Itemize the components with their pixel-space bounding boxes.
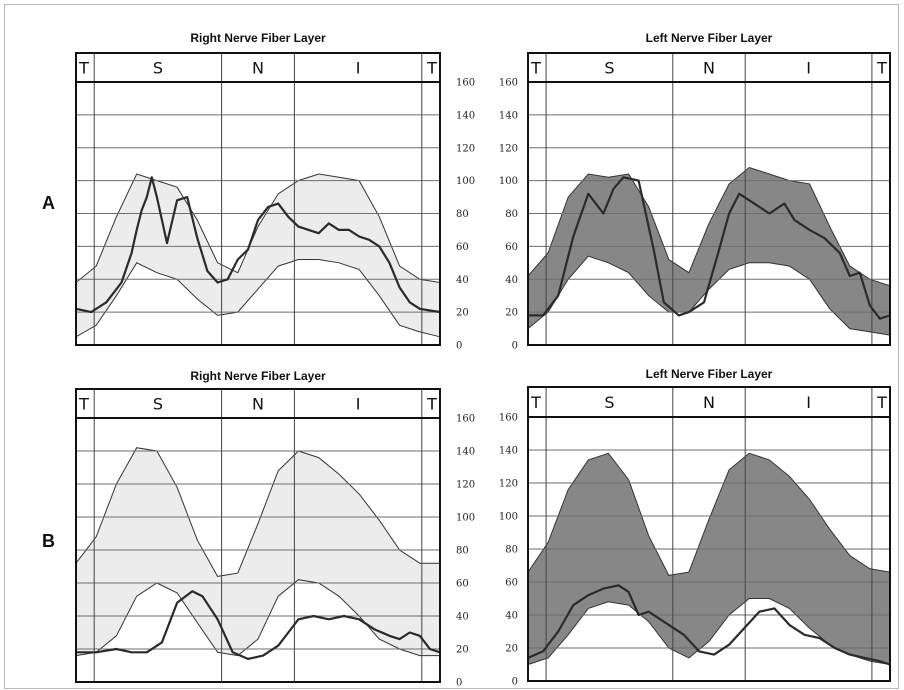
sector-label: T	[876, 393, 887, 412]
y-tick-label: 80	[456, 209, 469, 220]
y-tick-label: 140	[499, 446, 518, 457]
y-tick-label: 60	[456, 579, 469, 590]
chart-1: Right Nerve Fiber Layer T S N I T 0 20 40 60 80 100…	[75, 31, 475, 352]
y-tick-label: 100	[456, 513, 475, 524]
sector-label: S	[604, 59, 614, 78]
y-tick-label: 80	[505, 209, 518, 220]
sector-label: T	[78, 395, 89, 414]
y-tick-label: 40	[456, 612, 469, 623]
chart-title: Left Nerve Fiber Layer	[646, 367, 773, 381]
y-tick-label: 40	[505, 611, 518, 622]
y-tick-label: 80	[456, 546, 469, 557]
plot-frame	[75, 417, 441, 683]
sector-label: S	[604, 393, 614, 412]
y-tick-label: 20	[456, 645, 469, 656]
sector-label: T	[530, 393, 541, 412]
sector-label: N	[703, 393, 715, 412]
y-tick-label: 20	[505, 308, 518, 319]
sector-label: I	[806, 393, 811, 412]
sector-label: T	[530, 59, 541, 78]
y-tick-label: 120	[499, 479, 518, 490]
y-tick-label: 120	[456, 143, 475, 154]
measurement-line	[527, 584, 891, 666]
sector-label: N	[252, 395, 264, 414]
measurement-line	[75, 176, 441, 314]
sector-label: I	[806, 59, 811, 78]
sector-label: T	[426, 395, 437, 414]
y-tick-label: 60	[505, 578, 518, 589]
sector-label: I	[356, 395, 361, 414]
plot-frame	[527, 81, 891, 346]
y-tick-label: 20	[505, 644, 518, 655]
y-tick-label: 120	[456, 480, 475, 491]
y-tick-label: 0	[456, 678, 462, 689]
y-tick-label: 160	[456, 414, 475, 425]
y-tick-label: 0	[512, 677, 518, 688]
y-tick-label: 80	[505, 545, 518, 556]
y-tick-label: 100	[456, 176, 475, 187]
y-tick-label: 120	[499, 143, 518, 154]
chart-3: Right Nerve Fiber Layer T S N I T 0 20 40 60 80 100…	[75, 369, 475, 689]
chart-2: Left Nerve Fiber Layer T S N I T 0 20 40 60 80 100 1…	[499, 31, 891, 352]
y-tick-label: 60	[456, 242, 469, 253]
chart-title: Left Nerve Fiber Layer	[646, 31, 773, 45]
sector-label: S	[153, 59, 163, 78]
y-tick-label: 160	[499, 78, 518, 89]
measurement-line	[528, 176, 891, 320]
plot-frame	[527, 416, 891, 682]
sector-label: I	[356, 59, 361, 78]
sector-label: T	[876, 59, 887, 78]
y-tick-label: 160	[499, 413, 518, 424]
y-tick-label: 100	[499, 176, 518, 187]
y-tick-label: 40	[505, 275, 518, 286]
chart-title: Right Nerve Fiber Layer	[190, 369, 326, 383]
row-label-b: B	[42, 531, 55, 551]
sector-label: N	[703, 59, 715, 78]
chart-title: Right Nerve Fiber Layer	[190, 31, 326, 45]
y-tick-label: 140	[499, 110, 518, 121]
y-tick-label: 160	[456, 78, 475, 89]
y-tick-label: 0	[456, 341, 462, 352]
measurement-line	[76, 590, 441, 660]
y-tick-label: 0	[512, 341, 518, 352]
y-tick-label: 100	[499, 512, 518, 523]
sector-label: T	[426, 59, 437, 78]
sector-label: N	[252, 59, 264, 78]
sector-label: T	[78, 59, 89, 78]
y-tick-label: 60	[505, 242, 518, 253]
y-tick-label: 40	[456, 275, 469, 286]
y-tick-label: 20	[456, 308, 469, 319]
y-tick-label: 140	[456, 447, 475, 458]
sector-label: S	[153, 395, 163, 414]
y-tick-label: 140	[456, 110, 475, 121]
plot-frame	[75, 81, 441, 346]
row-label-a: A	[42, 193, 55, 213]
chart-4: Left Nerve Fiber Layer T S N I T 0 20 40 60 80 100 1…	[499, 367, 891, 688]
